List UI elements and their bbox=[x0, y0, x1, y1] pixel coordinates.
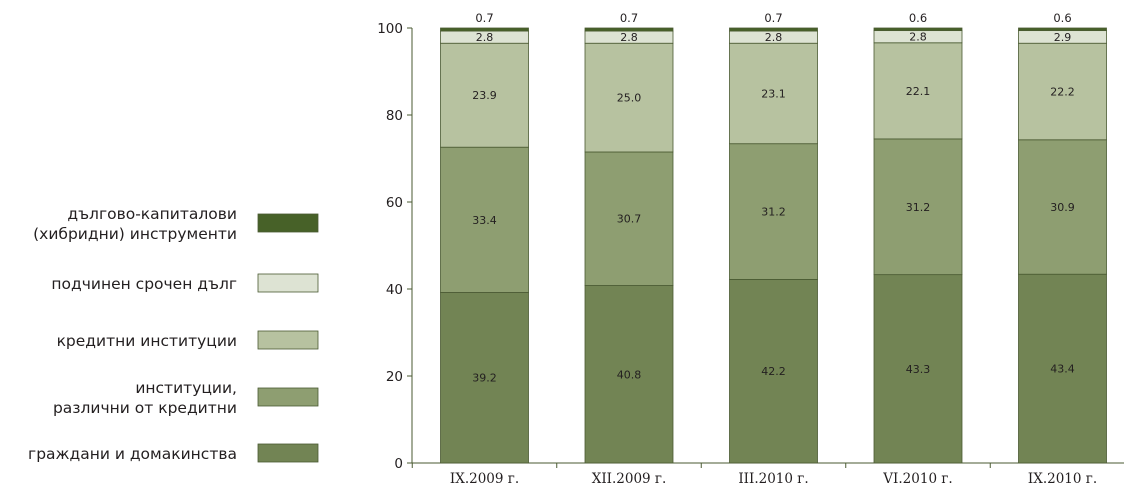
data-label: 23.1 bbox=[761, 87, 786, 100]
y-tick-label: 40 bbox=[386, 282, 403, 298]
data-label: 2.8 bbox=[909, 31, 927, 44]
data-label: 31.2 bbox=[906, 201, 931, 214]
bar-segment bbox=[729, 279, 818, 464]
legend-swatch bbox=[257, 330, 319, 350]
bar-segment bbox=[584, 27, 674, 32]
legend-label: дългово-капиталови bbox=[67, 205, 237, 223]
y-tick-label: 100 bbox=[377, 21, 403, 37]
x-category-label: III.2010 г. bbox=[738, 471, 808, 486]
bar-segment bbox=[440, 42, 529, 148]
y-tick-label: 60 bbox=[386, 195, 403, 211]
data-label: 43.3 bbox=[906, 363, 931, 376]
bar-segment bbox=[440, 146, 529, 293]
data-label: 43.4 bbox=[1050, 363, 1075, 376]
legend-label: различни от кредитни bbox=[53, 399, 237, 417]
legend-item: граждани и домакинства bbox=[28, 443, 319, 463]
data-label: 25.0 bbox=[617, 92, 642, 105]
bar-segment bbox=[729, 42, 818, 145]
data-label: 31.2 bbox=[761, 206, 786, 219]
legend-swatch bbox=[257, 443, 319, 463]
data-label: 0.7 bbox=[620, 11, 638, 25]
legend-item: подчинен срочен дълг bbox=[51, 273, 319, 293]
legend-label: (хибридни) инструменти bbox=[33, 225, 237, 243]
data-label: 30.7 bbox=[617, 213, 642, 226]
data-label: 0.7 bbox=[475, 11, 493, 25]
bar-segment bbox=[1018, 42, 1107, 141]
legend-label: граждани и домакинства bbox=[28, 445, 237, 463]
data-label: 22.2 bbox=[1050, 86, 1075, 99]
y-tick-label: 80 bbox=[386, 108, 403, 124]
bar-segment bbox=[1018, 27, 1107, 32]
bar-segment bbox=[440, 27, 529, 32]
bar-segment bbox=[584, 285, 674, 464]
y-tick-label: 20 bbox=[386, 369, 403, 385]
data-label: 33.4 bbox=[472, 214, 497, 227]
bar-segment bbox=[729, 143, 818, 280]
data-label: 0.6 bbox=[1053, 11, 1071, 25]
legend-swatch bbox=[257, 213, 319, 233]
data-label: 22.1 bbox=[906, 85, 931, 98]
bar-segment bbox=[729, 27, 818, 32]
legend-item: институции, различни от кредитни bbox=[53, 379, 319, 417]
x-category-label: XII.2009 г. bbox=[592, 471, 667, 486]
bar-segment bbox=[873, 27, 963, 32]
data-label: 2.8 bbox=[476, 31, 494, 44]
bar-segment bbox=[873, 274, 963, 464]
data-label: 23.9 bbox=[472, 89, 497, 102]
legend-label: институции, bbox=[135, 379, 237, 397]
data-label: 30.9 bbox=[1050, 201, 1075, 214]
legend-label: кредитни институции bbox=[57, 332, 237, 350]
bar-segment bbox=[1018, 273, 1107, 464]
data-label: 39.2 bbox=[472, 372, 497, 385]
legend-swatch bbox=[257, 387, 319, 407]
data-label: 0.6 bbox=[909, 11, 927, 25]
data-label: 0.7 bbox=[764, 11, 782, 25]
data-label: 2.8 bbox=[620, 31, 638, 44]
bar-segment bbox=[873, 138, 963, 276]
legend-swatch bbox=[257, 273, 319, 293]
x-category-label: VI.2010 г. bbox=[882, 471, 952, 486]
bar-segment bbox=[584, 151, 674, 286]
data-label: 40.8 bbox=[617, 368, 642, 381]
x-category-label: IX.2010 г. bbox=[1028, 471, 1097, 486]
bar-segment bbox=[584, 42, 674, 153]
plot-area: 0 20 40 60 80 100 39.2 33.4 23.9 2.8 0.7 IX.2009 г.… bbox=[377, 11, 1124, 486]
y-tick-label: 0 bbox=[394, 456, 403, 472]
data-label: 2.9 bbox=[1054, 31, 1072, 44]
data-label: 2.8 bbox=[765, 31, 783, 44]
bar-segment bbox=[1018, 139, 1107, 275]
bar-segment bbox=[873, 42, 963, 140]
legend-label: подчинен срочен дълг bbox=[51, 275, 237, 293]
x-category-label: IX.2009 г. bbox=[450, 471, 519, 486]
data-label: 42.2 bbox=[761, 365, 786, 378]
legend-item: кредитни институции bbox=[57, 330, 319, 350]
legend: дългово-капиталови (хибридни) инструменти… bbox=[28, 205, 319, 463]
bar-segment bbox=[440, 292, 529, 464]
legend-item: дългово-капиталови (хибридни) инструменти bbox=[33, 205, 319, 243]
